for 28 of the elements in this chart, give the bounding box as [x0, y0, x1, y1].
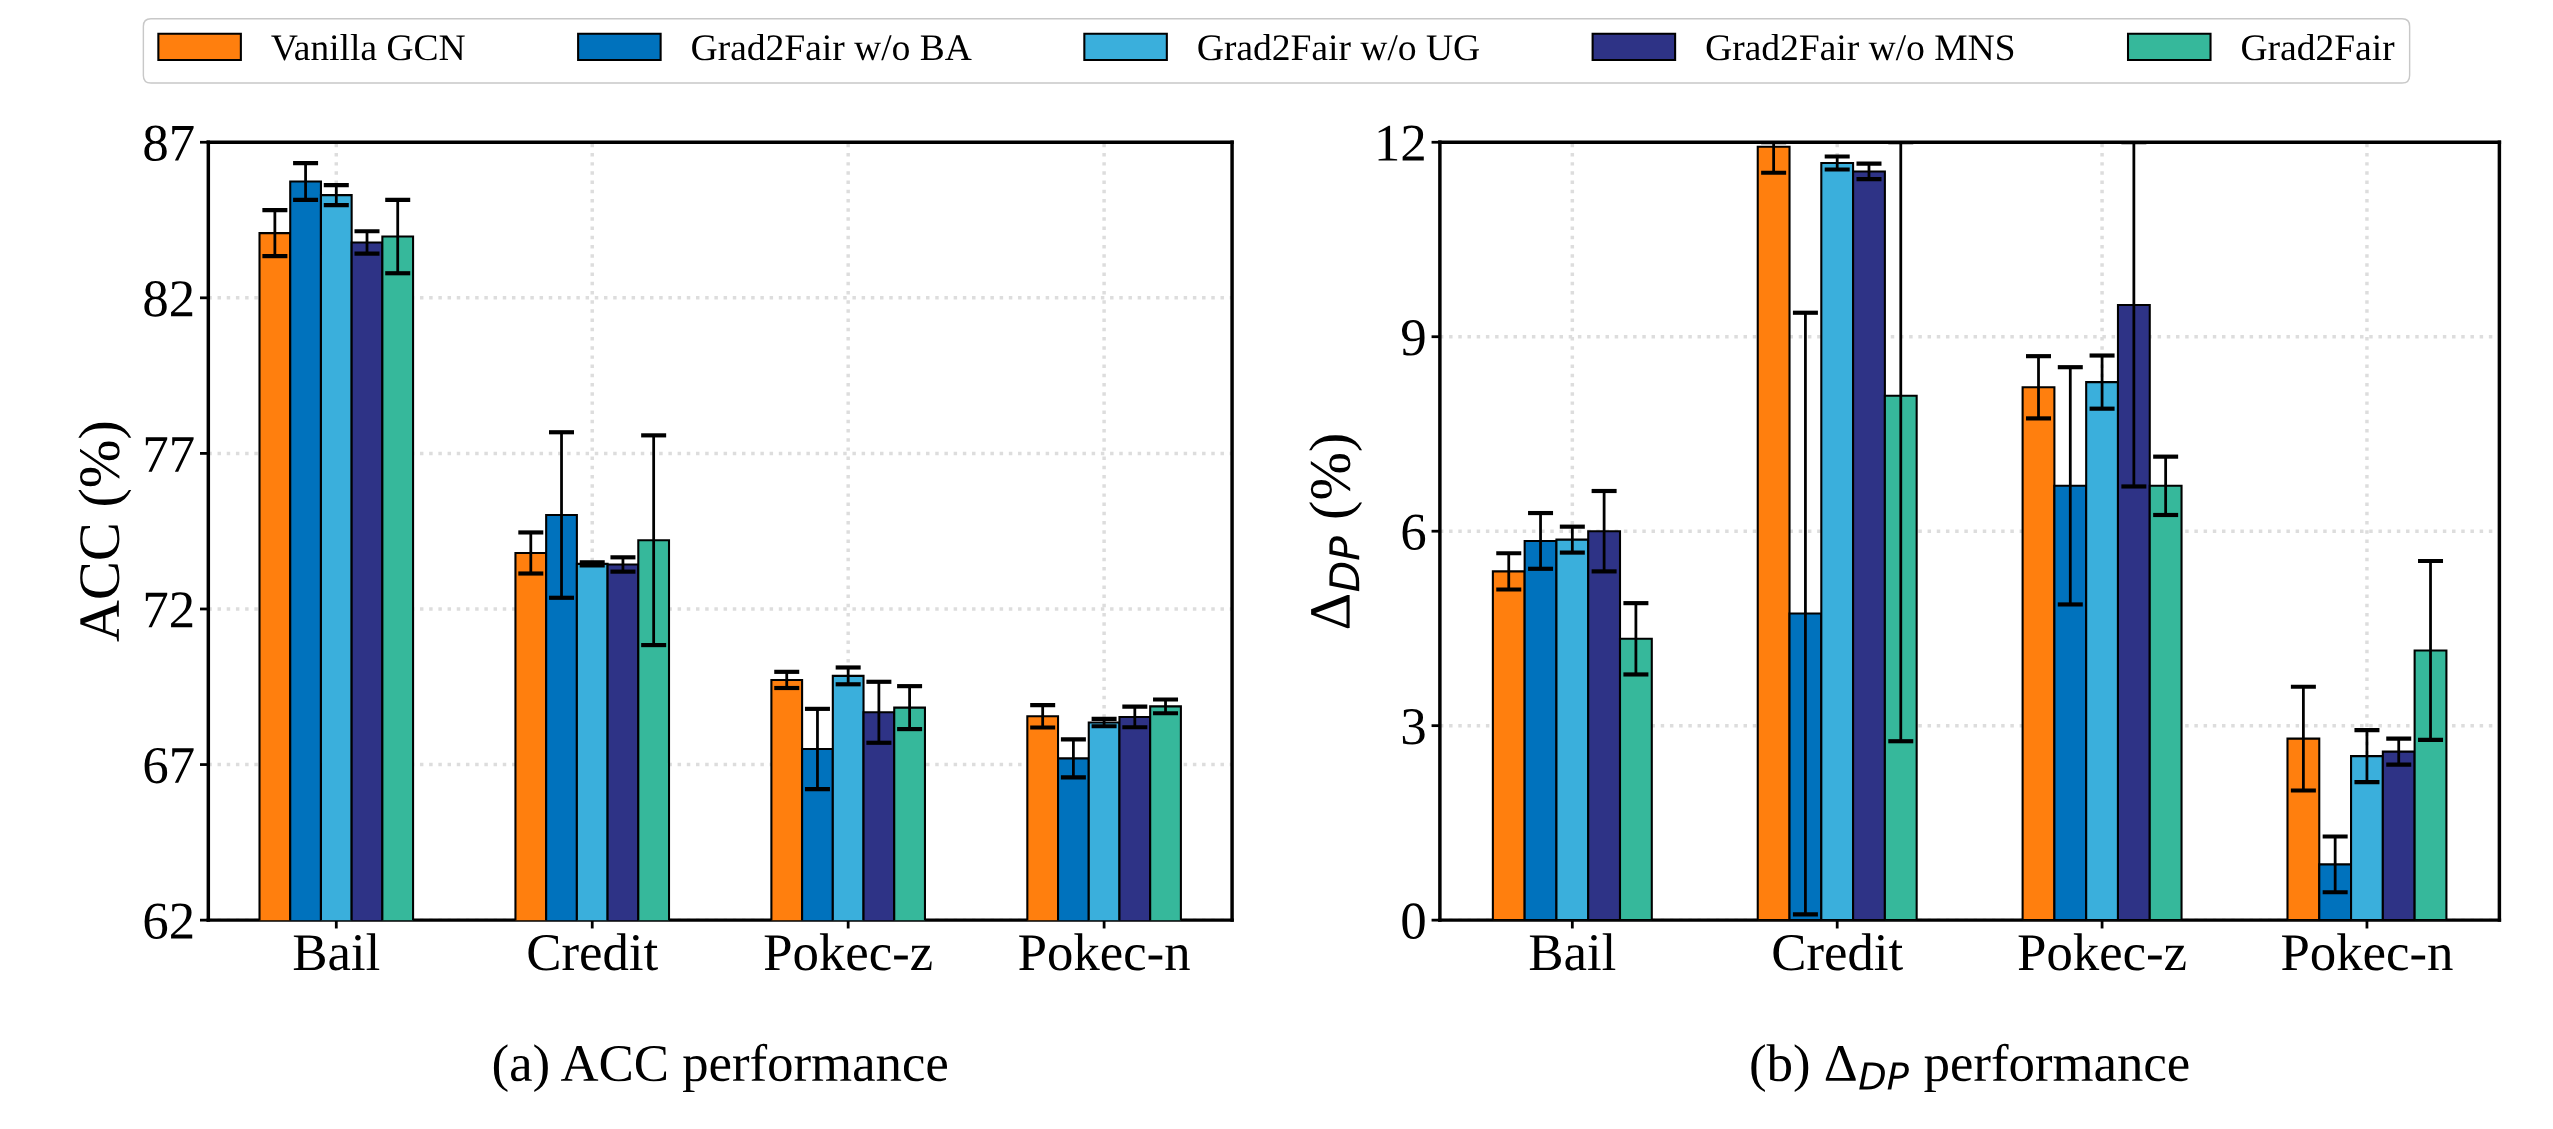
y-tick-label: 9 — [1402, 320, 1425, 356]
x-tick-label: Credit — [528, 933, 658, 971]
x-tick-label: Pokec-z — [2018, 933, 2186, 971]
y-tick-label: 77 — [145, 437, 194, 472]
y-tick-label: 72 — [145, 592, 193, 628]
y-tick-label: 62 — [144, 903, 193, 939]
x-tick-label: Bail — [293, 933, 380, 971]
x-tick-label: Credit — [1773, 933, 1903, 971]
y-tick-label: 6 — [1402, 514, 1426, 551]
legend-label: Grad2Fair w/o BA — [692, 33, 972, 61]
y-axis-title: Δ$_{DP}$ (%) — [1309, 435, 1363, 629]
x-tick-label: Bail — [1529, 933, 1616, 971]
y-tick-label: 67 — [144, 747, 194, 784]
y-axis-title: ACC (%) — [78, 422, 132, 642]
legend-label: Grad2Fair — [2242, 33, 2395, 61]
y-tick-label: 0 — [1402, 903, 1425, 939]
legend-label: Grad2Fair w/o MNS — [1706, 33, 2014, 61]
x-axis-title: (a) ACC performance — [493, 1043, 947, 1093]
y-tick-label: 12 — [1378, 125, 1424, 161]
legend-label: Vanilla GCN — [271, 33, 465, 61]
x-tick-label: Pokec-n — [1019, 933, 1190, 971]
x-axis-title: (b) Δ$_{DP}$ performance — [1751, 1043, 2189, 1093]
x-tick-label: Pokec-z — [764, 933, 932, 971]
y-tick-label: 3 — [1402, 709, 1425, 745]
x-tick-label: Pokec-n — [2281, 933, 2453, 971]
y-tick-label: 87 — [144, 125, 194, 162]
y-tick-label: 82 — [144, 281, 193, 317]
legend-label: Grad2Fair w/o UG — [1198, 33, 1479, 61]
